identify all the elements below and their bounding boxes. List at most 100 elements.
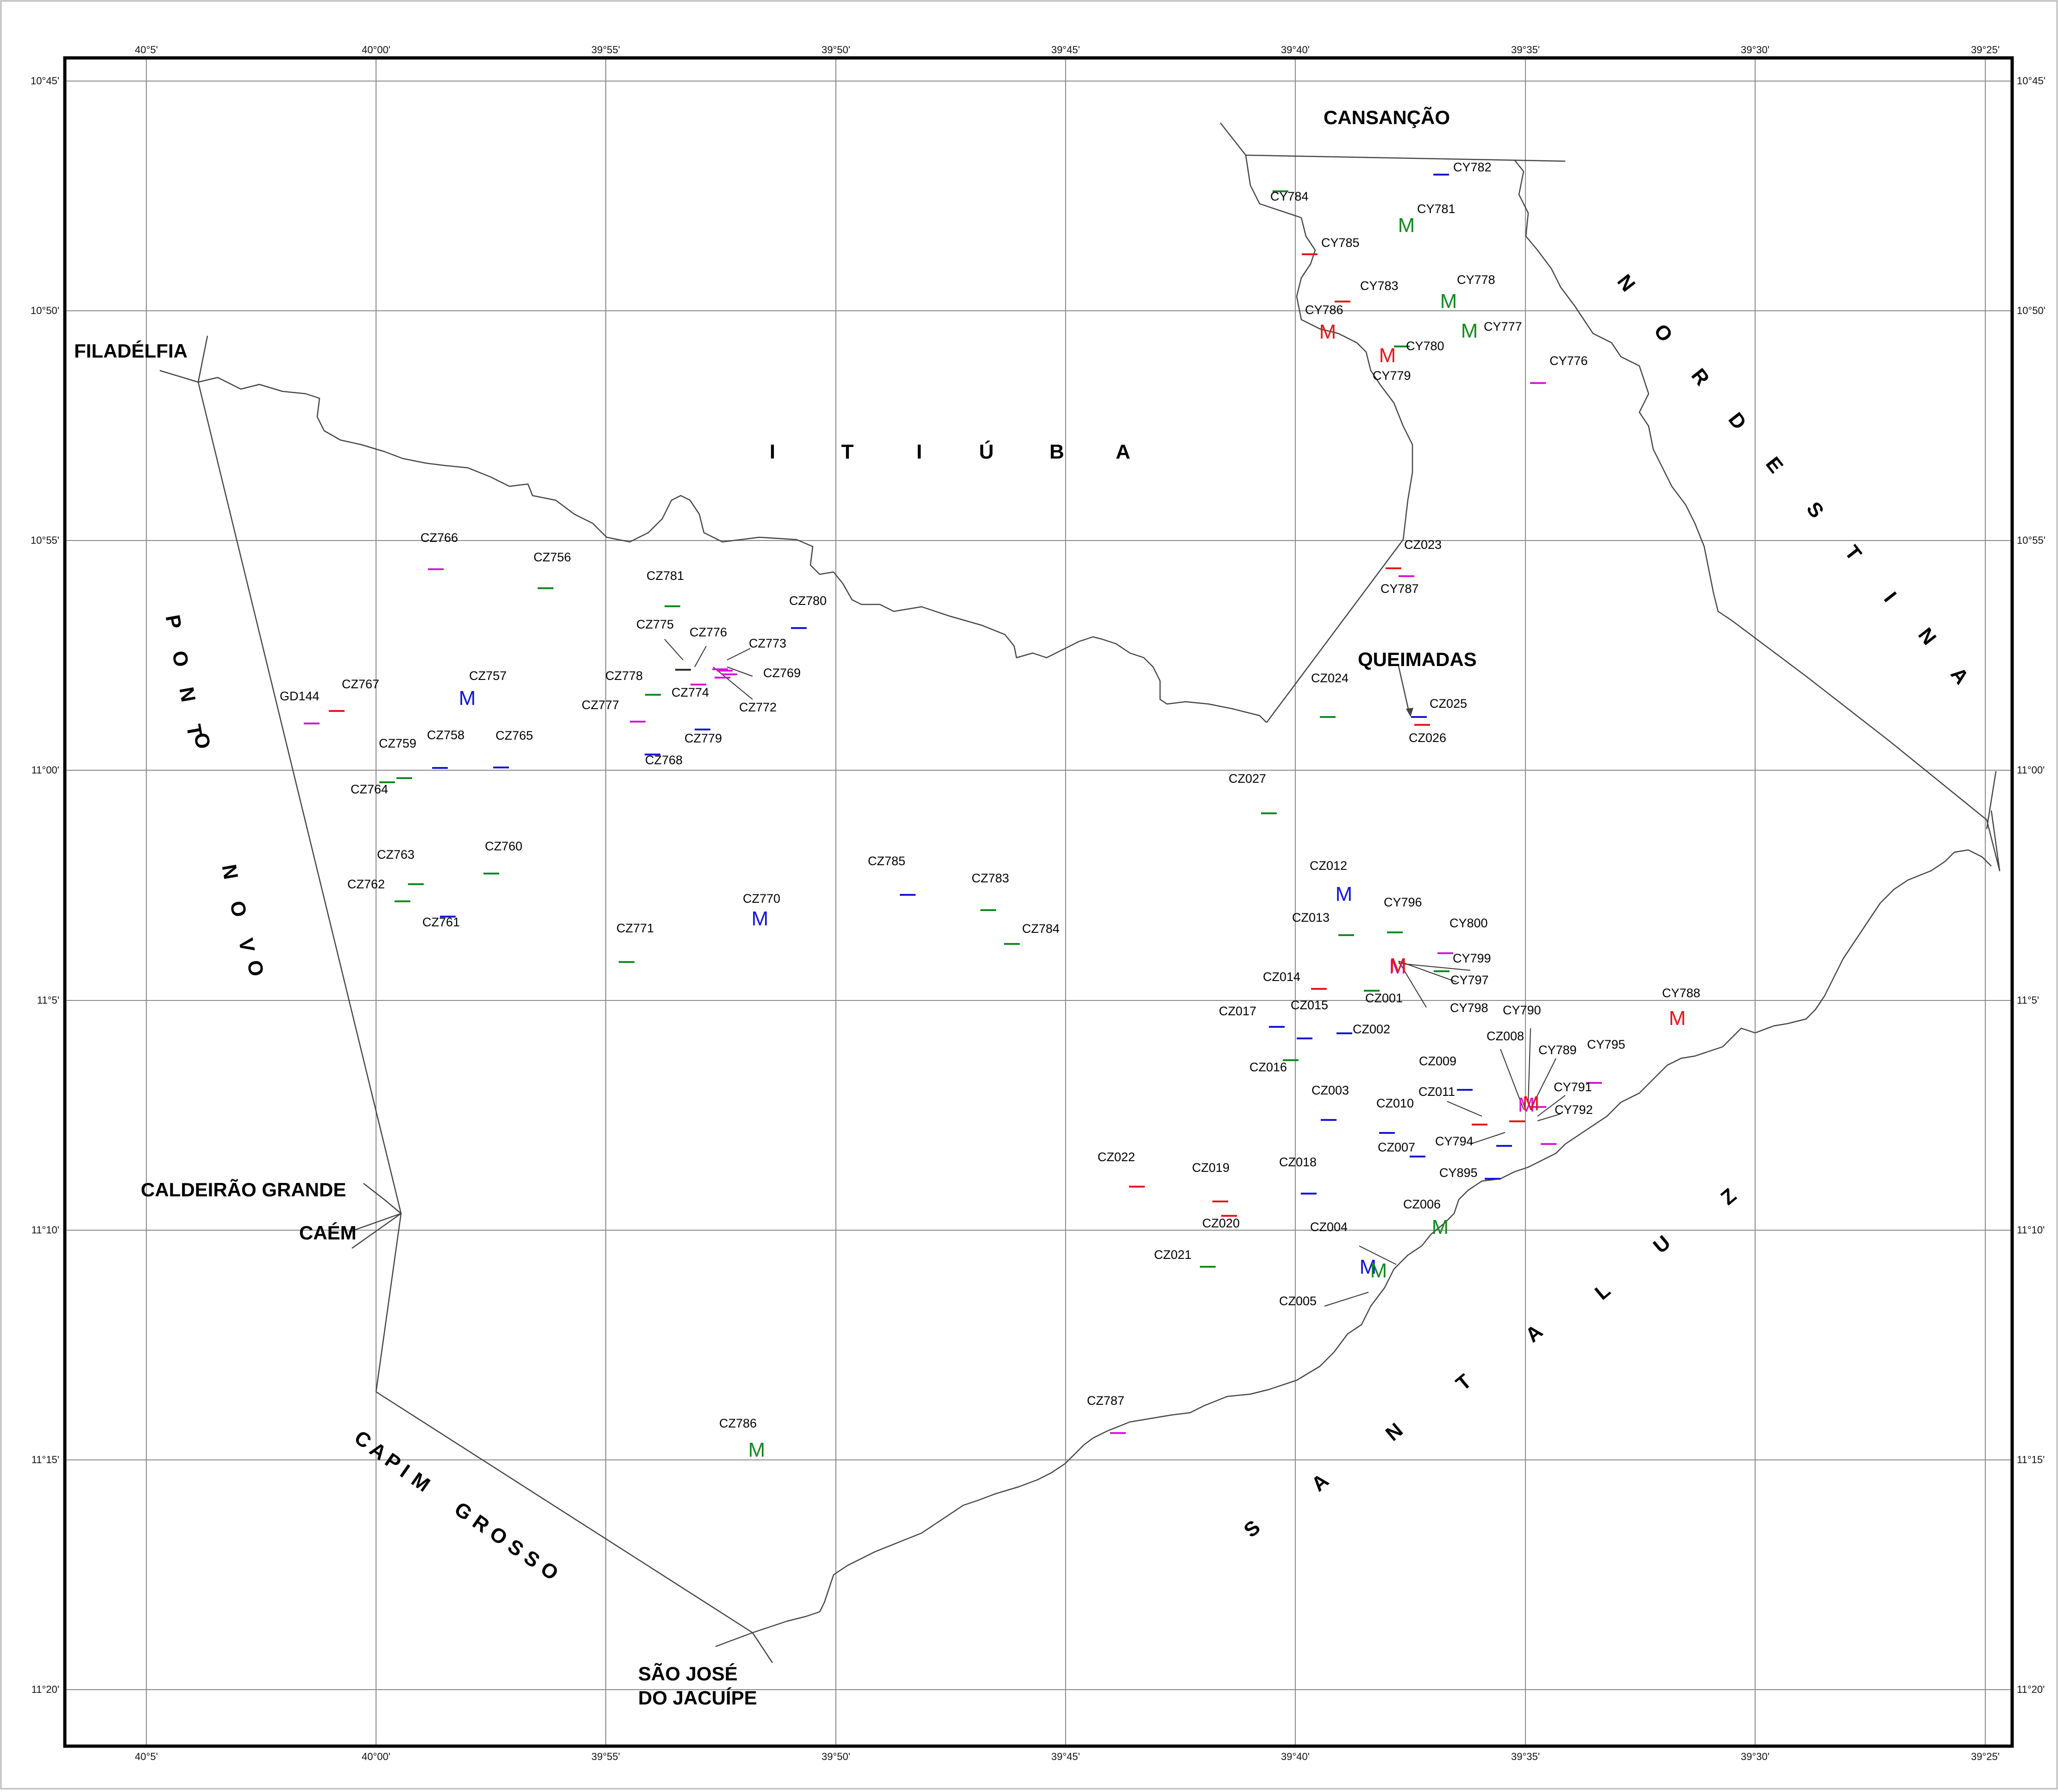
lat-tick-left: 10°45' [31,75,59,87]
boundary-ponto-novo-west [159,370,402,1392]
municipal-boundaries [159,122,2001,1663]
sample-point: CY784 [1270,189,1309,203]
sample-point: CZ025 [1411,697,1467,718]
sample-label: CZ018 [1279,1155,1317,1169]
lat-tick-left: 11°15' [31,1454,59,1465]
sample-point: CZ784 [1004,922,1060,945]
sample-label: CZ783 [972,871,1009,885]
boundary-itiuba-south [198,377,1267,723]
sample-label: CZ756 [533,550,571,564]
region-letter: O [243,958,268,978]
sample-point: CZ010 [1376,1096,1414,1134]
sample-point: CZ764 [351,777,412,796]
sample-point: CZ760 [483,839,522,874]
latitude-ticks-right: 10°45' 10°50' 10°55' 11°00' 11°5' 11°10'… [2017,75,2045,1695]
sample-point: CZ779 [684,729,722,745]
leader-line [664,639,684,660]
sample-point: CZ003 [1311,1083,1349,1121]
sample-point: CZ759 [379,736,416,783]
sample-label: CZ758 [427,728,464,742]
sample-label: CZ772 [739,700,777,714]
leader-line [1447,1101,1482,1117]
sample-label: CZ770 [743,892,780,905]
region-letter: O [226,899,251,918]
leader-line [1398,961,1427,1008]
lon-tick-bottom: 39°25' [1971,1751,2000,1762]
sample-point: CZ007 [1378,1140,1425,1157]
sample-marker-m: M [459,687,476,710]
sample-point: CZ774 [671,684,709,699]
sample-label: CZ007 [1378,1140,1415,1154]
boundary-cansancao-west [1220,122,1413,540]
sample-label: CZ768 [645,753,683,767]
sample-point: M CY798 [1390,954,1488,1015]
sample-point: CZ785 [868,854,916,896]
leader-line [1500,1049,1524,1110]
sample-label: CY790 [1503,1003,1541,1017]
region-letter: M [407,1468,434,1496]
sample-label: CY780 [1406,339,1444,353]
sample-label: CZ006 [1403,1197,1441,1211]
lon-tick-top: 39°45' [1051,44,1080,56]
sample-point: CZ018 [1279,1155,1317,1195]
sample-marker-m: M [1432,1216,1449,1239]
sample-label: CY794 [1435,1134,1474,1148]
sample-label: CZ026 [1409,731,1446,745]
sample-point: CZ781 [646,569,684,607]
leader-line [727,648,751,660]
sample-marker-m: M [748,1439,765,1461]
sample-point: CZ026 [1409,724,1446,745]
sample-point: CZ772 [715,677,777,714]
region-nordestina: N O R D E S T I N A [1613,270,1973,688]
lat-tick-right: 10°50' [2017,305,2045,316]
sample-marker-m: M [1336,883,1353,905]
sample-point: M CZ012 [1310,859,1352,905]
graticule [65,58,2012,1746]
queimadas-pointer-arrow [1406,708,1413,717]
region-letter: R [1687,364,1713,390]
sample-label: CZ002 [1353,1022,1390,1036]
sample-label: CZ769 [763,666,801,680]
sample-label: CZ777 [582,698,619,712]
lon-tick-top: 40°00' [362,44,390,56]
leader-line [1537,1113,1561,1121]
sample-label: CY792 [1555,1103,1593,1117]
region-letter: S [520,1546,544,1572]
lat-tick-right: 10°45' [2017,75,2045,87]
sample-point: CZ783 [972,871,1009,911]
sample-point: CZ778 [605,669,661,696]
sample-point: M CZ786 [719,1416,765,1461]
sample-marker-m: M [1379,344,1396,367]
sample-point: CY796 [1384,895,1422,933]
boundary-sao-jose-stub [715,1632,753,1647]
place-cansancao: CANSANÇÃO [1324,107,1450,128]
lon-tick-top: 39°40' [1281,44,1310,56]
sample-label: CZ015 [1291,998,1328,1012]
sample-point: CY776 [1530,354,1588,384]
lat-tick-right: 11°5' [2017,994,2039,1006]
place-sao-jose: SÃO JOSÉ [638,1663,738,1685]
sample-marker-m: M [1370,1259,1387,1282]
sample-label: CZ027 [1229,772,1266,786]
sample-point: CZ780 [789,594,827,629]
boundary-caem-stub [348,1213,402,1249]
sample-point: M CY788 [1662,986,1700,1030]
sample-point: CY795 [1586,1037,1625,1084]
sample-label: CY787 [1380,582,1419,596]
sample-label: CZ025 [1430,697,1467,711]
sample-point: CZ765 [493,729,533,768]
sample-label: CY777 [1484,320,1522,333]
leader-line [1532,1058,1556,1105]
sample-label: CZ759 [379,736,416,750]
sample-label: CZ011 [1418,1085,1455,1099]
boundary-filadelfia-stub [197,335,208,383]
sample-point: M CY790 [1503,1003,1541,1116]
sample-point: GD144 [280,689,320,724]
sample-point: CZ020 [1202,1215,1240,1230]
sample-marker-m: M [1440,290,1457,313]
sample-label: GD144 [280,689,320,703]
sample-point: CY800 [1437,916,1488,954]
sample-point: CZ023 [1386,538,1442,569]
